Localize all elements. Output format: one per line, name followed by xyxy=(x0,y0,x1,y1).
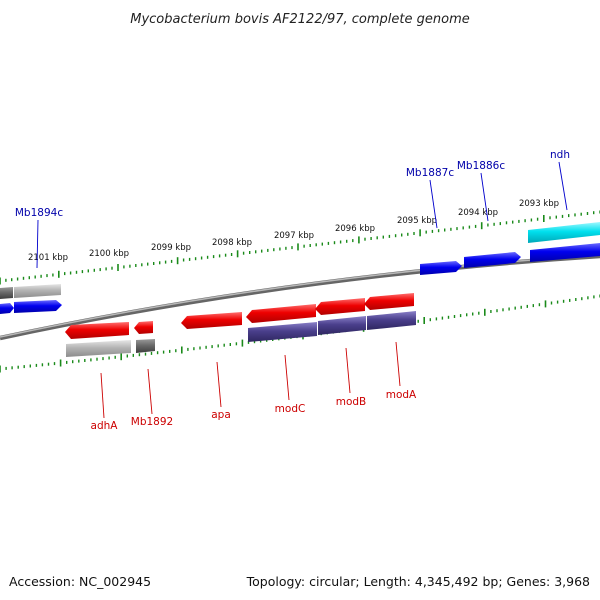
gene-ndh[interactable] xyxy=(530,243,600,262)
label-modA[interactable]: modA xyxy=(386,389,417,401)
cds-adhA[interactable] xyxy=(66,340,131,357)
cds-modA[interactable] xyxy=(367,311,416,330)
leader-line-Mb1892 xyxy=(147,368,153,415)
forward-strand-scale xyxy=(0,210,600,285)
leader-line-Mb1886c xyxy=(480,172,489,222)
scale-label-2093-kbp: 2093 kbp xyxy=(519,199,559,209)
reverse-strand-genes xyxy=(65,293,414,339)
scale-label-2096-kbp: 2096 kbp xyxy=(335,224,375,234)
leader-line-modA xyxy=(395,341,401,387)
accession-text: Accession: NC_002945 xyxy=(9,574,152,589)
reverse-strand-cds xyxy=(66,311,416,357)
label-Mb1887c[interactable]: Mb1887c xyxy=(406,167,454,179)
forward-strand-genes xyxy=(0,243,600,314)
topology-summary: Topology: circular; Length: 4,345,492 bp… xyxy=(246,574,590,589)
leader-line-Mb1887c xyxy=(429,179,438,229)
label-ndh[interactable]: ndh xyxy=(550,149,570,161)
forward-strand-cds xyxy=(0,222,600,299)
scale-label-2094-kbp: 2094 kbp xyxy=(458,208,498,218)
gene-modB[interactable] xyxy=(315,298,365,315)
gene-Mb1886c[interactable] xyxy=(464,252,521,268)
scale-label-2095-kbp: 2095 kbp xyxy=(397,216,437,226)
reverse-gene-labels: adhA Mb1892 apa modC modB modA xyxy=(91,341,417,432)
gene-modA[interactable] xyxy=(364,293,414,310)
gene-Mb1892[interactable] xyxy=(134,321,153,334)
leader-line-modC xyxy=(284,354,290,401)
scale-label-2098-kbp: 2098 kbp xyxy=(212,238,252,248)
label-Mb1886c[interactable]: Mb1886c xyxy=(457,160,505,172)
cds-Mb1892[interactable] xyxy=(136,339,155,353)
scale-label-2097-kbp: 2097 kbp xyxy=(274,231,314,241)
scale-label-2100-kbp: 2100 kbp xyxy=(89,249,129,259)
label-Mb1892[interactable]: Mb1892 xyxy=(131,416,173,428)
scale-label-2101-kbp: 2101 kbp xyxy=(28,253,68,263)
scale-labels: 2101 kbp 2100 kbp 2099 kbp 2098 kbp 2097… xyxy=(28,199,559,263)
gene-apa[interactable] xyxy=(181,312,242,329)
cds-modC[interactable] xyxy=(248,322,317,342)
scale-label-2099-kbp: 2099 kbp xyxy=(151,243,191,253)
label-modB[interactable]: modB xyxy=(336,396,367,408)
gene-adhA[interactable] xyxy=(65,322,129,339)
gene-Mb1887c[interactable] xyxy=(420,261,462,275)
label-apa[interactable]: apa xyxy=(211,409,231,421)
gene-Mb1894c[interactable] xyxy=(14,300,62,313)
leader-line-modB xyxy=(345,347,351,394)
cds-Mb1894c[interactable] xyxy=(14,284,61,298)
map-title: Mycobacterium bovis AF2122/97, complete … xyxy=(130,12,469,27)
label-Mb1894c[interactable]: Mb1894c xyxy=(15,207,63,219)
leader-line-apa xyxy=(216,361,222,408)
cds-ndh[interactable] xyxy=(528,222,600,243)
leader-line-Mb1894c xyxy=(36,219,39,269)
cds-Mb1895c-partial[interactable] xyxy=(0,287,13,299)
forward-gene-labels: Mb1894c Mb1887c Mb1886c ndh xyxy=(15,149,570,269)
leader-line-ndh xyxy=(558,161,568,211)
gene-modC[interactable] xyxy=(246,304,316,323)
leader-line-adhA xyxy=(100,372,105,419)
cds-modB[interactable] xyxy=(318,316,366,335)
label-adhA[interactable]: adhA xyxy=(91,420,119,432)
gene-Mb1895c-partial[interactable] xyxy=(0,303,14,314)
label-modC[interactable]: modC xyxy=(275,403,306,415)
